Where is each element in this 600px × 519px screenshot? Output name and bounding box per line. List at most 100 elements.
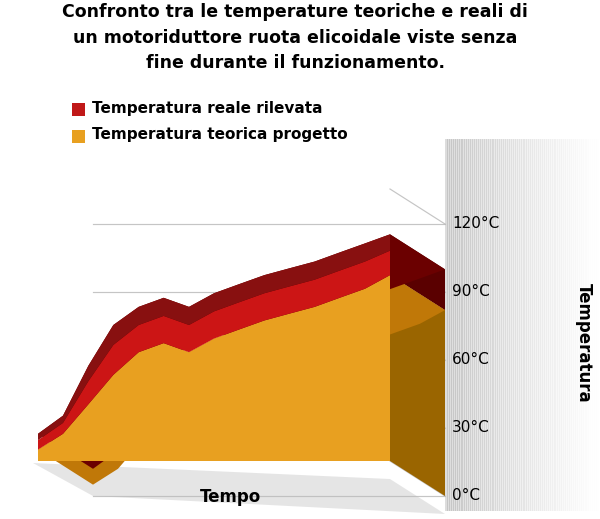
Bar [557,139,560,511]
Bar [497,139,500,511]
Bar [551,139,554,511]
Bar [485,139,488,511]
Bar [559,139,562,511]
Bar [542,139,545,511]
Bar [493,139,496,511]
Bar [598,139,600,511]
Bar [496,139,499,511]
Bar [530,139,533,511]
Bar [472,139,475,511]
Text: 90°C: 90°C [452,284,490,299]
Bar [463,139,466,511]
Bar [474,139,477,511]
Bar [577,139,580,511]
Bar [589,139,592,511]
Bar [590,139,593,511]
Bar [458,139,461,511]
Bar [575,139,578,511]
Polygon shape [33,463,445,514]
Bar [476,139,479,511]
Bar [569,139,572,511]
Bar [491,139,494,511]
Bar [464,139,467,511]
Bar [556,139,559,511]
Bar [507,139,510,511]
Bar [571,139,574,511]
Bar [540,139,543,511]
Bar [517,139,520,511]
Text: 120°C: 120°C [452,216,499,231]
Text: Temperatura: Temperatura [575,283,593,402]
Polygon shape [38,275,445,485]
Bar [534,139,537,511]
Bar [455,139,458,511]
Bar [461,139,463,511]
Bar [490,139,493,511]
Bar [480,139,483,511]
Polygon shape [38,235,390,440]
Bar [565,139,568,511]
Bar [546,139,548,511]
Bar [503,139,506,511]
Bar [523,139,526,511]
Bar [544,139,547,511]
Bar [501,139,504,511]
Bar [509,139,512,511]
Bar [592,139,595,511]
Polygon shape [38,235,445,469]
Bar [529,139,531,511]
Bar [584,139,587,511]
Bar [554,139,556,511]
Bar [550,139,553,511]
Bar [583,139,586,511]
Bar [453,139,455,511]
Text: Confronto tra le temperature teoriche e reali di
un motoriduttore ruota elicoida: Confronto tra le temperature teoriche e … [62,3,528,72]
Bar [561,139,564,511]
Text: Temperatura teorica progetto: Temperatura teorica progetto [92,128,347,143]
Polygon shape [38,275,390,461]
Bar [526,139,529,511]
Bar [484,139,487,511]
Bar [515,139,518,511]
Bar [548,139,551,511]
Text: 30°C: 30°C [452,420,490,435]
Bar [521,139,523,511]
Bar [457,139,460,511]
Bar [468,139,471,511]
Text: 60°C: 60°C [452,352,490,367]
Bar [581,139,584,511]
Polygon shape [38,251,390,449]
Bar [518,139,521,511]
Bar [536,139,539,511]
Text: 0°C: 0°C [452,488,480,503]
Bar [449,139,452,511]
Bar [447,139,450,511]
Bar [466,139,469,511]
Polygon shape [390,235,445,310]
Bar [578,139,581,511]
Bar [532,139,535,511]
Bar [511,139,514,511]
Bar [563,139,566,511]
Polygon shape [390,275,445,496]
Bar [567,139,570,511]
Bar [594,139,597,511]
Bar [596,139,599,511]
Bar [488,139,491,511]
Bar [72,130,85,143]
Bar [72,102,85,116]
Text: Tempo: Tempo [200,488,261,506]
Bar [524,139,527,511]
Bar [513,139,516,511]
Bar [586,139,589,511]
Bar [451,139,454,511]
Bar [445,139,448,511]
Bar [505,139,508,511]
Bar [482,139,485,511]
Bar [478,139,481,511]
Bar [470,139,473,511]
Text: Temperatura reale rilevata: Temperatura reale rilevata [92,101,323,116]
Bar [538,139,541,511]
Bar [573,139,576,511]
Bar [499,139,502,511]
